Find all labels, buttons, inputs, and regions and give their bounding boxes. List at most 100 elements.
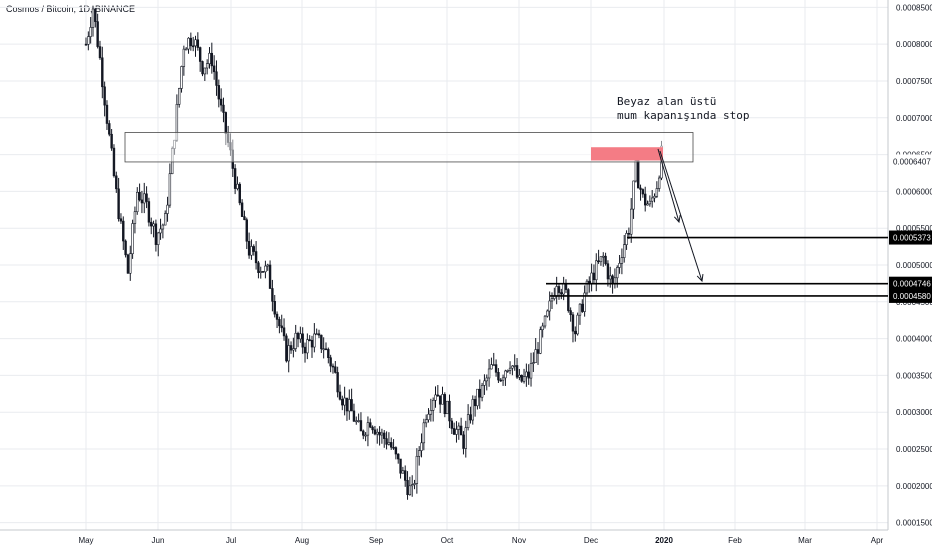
- candle-body: [369, 422, 372, 428]
- candle-body: [401, 470, 405, 474]
- last-price-badge: [889, 154, 932, 169]
- candle-body: [380, 432, 384, 436]
- candle-body: [392, 446, 395, 449]
- candle-body: [108, 123, 111, 135]
- candle-body: [462, 434, 465, 449]
- target-level-label: 0.0005373: [893, 234, 931, 243]
- candle-body: [445, 400, 449, 415]
- candle-body: [282, 327, 286, 337]
- candle-body: [313, 333, 316, 348]
- candle-body: [198, 47, 202, 62]
- x-tick-label: Aug: [295, 536, 309, 545]
- candle-body: [602, 255, 605, 258]
- x-tick-label: Jul: [226, 536, 236, 545]
- candle-body: [574, 330, 577, 335]
- candle-body: [285, 335, 288, 362]
- candle-body: [119, 218, 123, 222]
- candle-body: [350, 399, 353, 412]
- symbol-title: Cosmos / Bitcoin, 1D, BINANCE: [6, 4, 136, 14]
- y-tick-label: 0.0003500: [896, 371, 932, 380]
- x-tick-label: Nov: [512, 536, 526, 545]
- candle-body: [581, 303, 584, 312]
- candle-body: [238, 183, 241, 204]
- candle-body: [438, 395, 442, 405]
- candle-body: [338, 391, 342, 400]
- candle-body: [567, 289, 570, 311]
- candle-body: [459, 425, 463, 436]
- target-level-label: 0.0004580: [893, 292, 931, 301]
- candle-body: [252, 246, 255, 252]
- candle-body: [373, 429, 377, 435]
- candle-body: [348, 399, 351, 412]
- candle-body: [476, 388, 479, 407]
- candle-body: [371, 426, 374, 431]
- candle-body: [494, 364, 498, 373]
- candle-body: [560, 292, 563, 295]
- candle-body: [485, 377, 488, 382]
- candle-body: [634, 160, 638, 182]
- y-tick-label: 0.0008500: [896, 3, 932, 12]
- candle-body: [650, 197, 654, 202]
- candle-body: [569, 310, 572, 316]
- candle-body: [301, 333, 304, 348]
- candle-body: [201, 61, 204, 75]
- candle-body: [653, 195, 656, 199]
- candle-body: [583, 292, 586, 312]
- candle-body: [448, 400, 451, 422]
- candle-body: [648, 200, 652, 205]
- candle-body: [136, 191, 139, 213]
- candle-body: [157, 232, 160, 245]
- candle-body: [196, 39, 200, 48]
- candle-body: [434, 394, 437, 401]
- candle-body: [406, 480, 409, 496]
- y-tick-label: 0.0006000: [896, 187, 932, 196]
- candle-body: [452, 428, 456, 435]
- candle-body: [115, 175, 118, 190]
- candle-body: [275, 313, 279, 320]
- candle-body: [427, 413, 430, 421]
- candle-body: [410, 484, 414, 487]
- candle-body: [306, 339, 309, 354]
- candle-body: [222, 104, 225, 113]
- candle-body: [466, 414, 470, 429]
- candle-body: [443, 394, 447, 415]
- candle-body: [478, 388, 481, 398]
- candle-body: [168, 173, 172, 206]
- y-tick-label: 0.0002000: [896, 482, 932, 491]
- candle-body: [210, 52, 214, 67]
- candle-body: [122, 220, 125, 242]
- candle-body: [138, 191, 141, 201]
- candle-body: [483, 380, 486, 386]
- candle-body: [429, 410, 433, 415]
- candle-body: [178, 88, 181, 105]
- candle-body: [184, 48, 188, 51]
- candle-body: [362, 430, 365, 436]
- candle-body: [655, 188, 659, 197]
- x-tick-label: Jun: [152, 536, 165, 545]
- projection-arrow: [657, 148, 680, 223]
- candle-body: [511, 365, 514, 369]
- candle-body: [103, 86, 106, 106]
- target-level-badge: [889, 276, 932, 291]
- candle-body: [620, 257, 624, 264]
- candle-body: [140, 199, 144, 204]
- candle-body: [254, 251, 258, 264]
- candle-body: [513, 365, 516, 367]
- candle-body: [336, 372, 339, 393]
- candle-body: [243, 216, 246, 221]
- candle-body: [616, 267, 619, 279]
- candle-body: [117, 188, 120, 220]
- candle-body: [532, 362, 535, 364]
- candle-body: [315, 333, 318, 336]
- candle-body: [506, 370, 509, 372]
- projection-arrow: [659, 150, 703, 282]
- candle-body: [145, 193, 148, 202]
- candle-body: [627, 233, 631, 235]
- candle-body: [571, 314, 575, 332]
- candle-body: [89, 27, 92, 37]
- candle-body: [224, 112, 227, 134]
- y-tick-label: 0.0001500: [896, 519, 932, 528]
- candle-body: [203, 67, 207, 75]
- candle-body: [98, 46, 102, 59]
